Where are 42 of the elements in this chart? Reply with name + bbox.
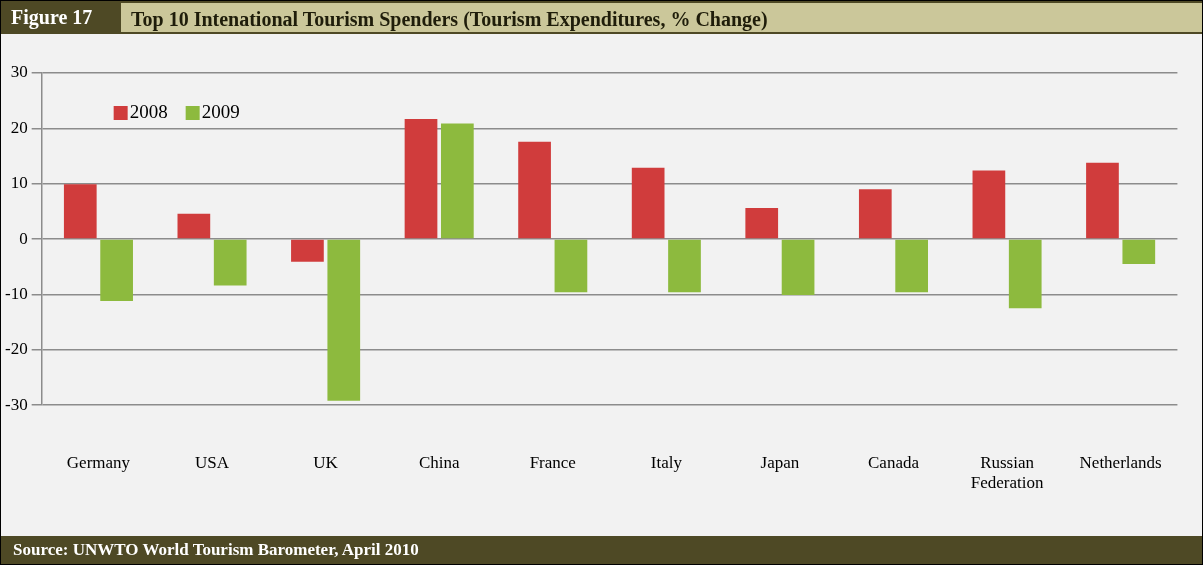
bar <box>1086 162 1119 239</box>
y-tick-label: 20 <box>10 117 28 137</box>
bar <box>668 239 701 293</box>
caption: Figure 17 <box>10 5 94 31</box>
y-tick-label: 10 <box>10 173 28 193</box>
y-tick-label: -20 <box>4 339 28 359</box>
y-tick-label: -10 <box>4 283 28 303</box>
legend-label: 2008 <box>129 100 168 122</box>
x-tick-label: China <box>418 452 460 472</box>
x-tick-label: UK <box>313 452 339 472</box>
x-tick-label: Netherlands <box>1079 452 1162 472</box>
source-note: Source: UNWTO World Tourism Barometer, April 2010 <box>1 536 1202 564</box>
bar <box>404 118 438 239</box>
x-tick-label: Italy <box>650 452 683 472</box>
bar <box>1008 239 1042 309</box>
bar <box>554 239 588 293</box>
bar <box>291 239 324 262</box>
x-tick-label: Russian Federation <box>970 452 1044 493</box>
bar <box>631 167 665 239</box>
bar <box>895 239 929 293</box>
bar <box>440 123 474 239</box>
bar <box>781 239 815 296</box>
x-tick-label: Japan <box>760 452 800 472</box>
bar <box>1122 239 1156 265</box>
bar <box>518 141 551 239</box>
x-tick-label: USA <box>195 452 230 472</box>
x-tick-label: Canada <box>867 452 920 472</box>
bar <box>858 189 892 239</box>
y-tick-label: 30 <box>10 62 28 82</box>
bar <box>100 239 133 302</box>
x-tick-label: Germany <box>66 452 131 472</box>
y-tick-label: 0 <box>19 228 28 248</box>
bar <box>213 239 247 286</box>
bar <box>177 213 211 239</box>
bar <box>745 208 779 239</box>
bar <box>972 170 1006 239</box>
x-tick-label: France <box>529 452 576 472</box>
legend-label: 2009 <box>201 100 240 122</box>
chart-title: Top 10 Intenational Tourism Spenders (Tourism Expenditures, % Change) <box>121 3 1202 32</box>
y-tick-label: -30 <box>4 394 28 414</box>
bar <box>327 239 361 401</box>
bar <box>63 184 97 239</box>
